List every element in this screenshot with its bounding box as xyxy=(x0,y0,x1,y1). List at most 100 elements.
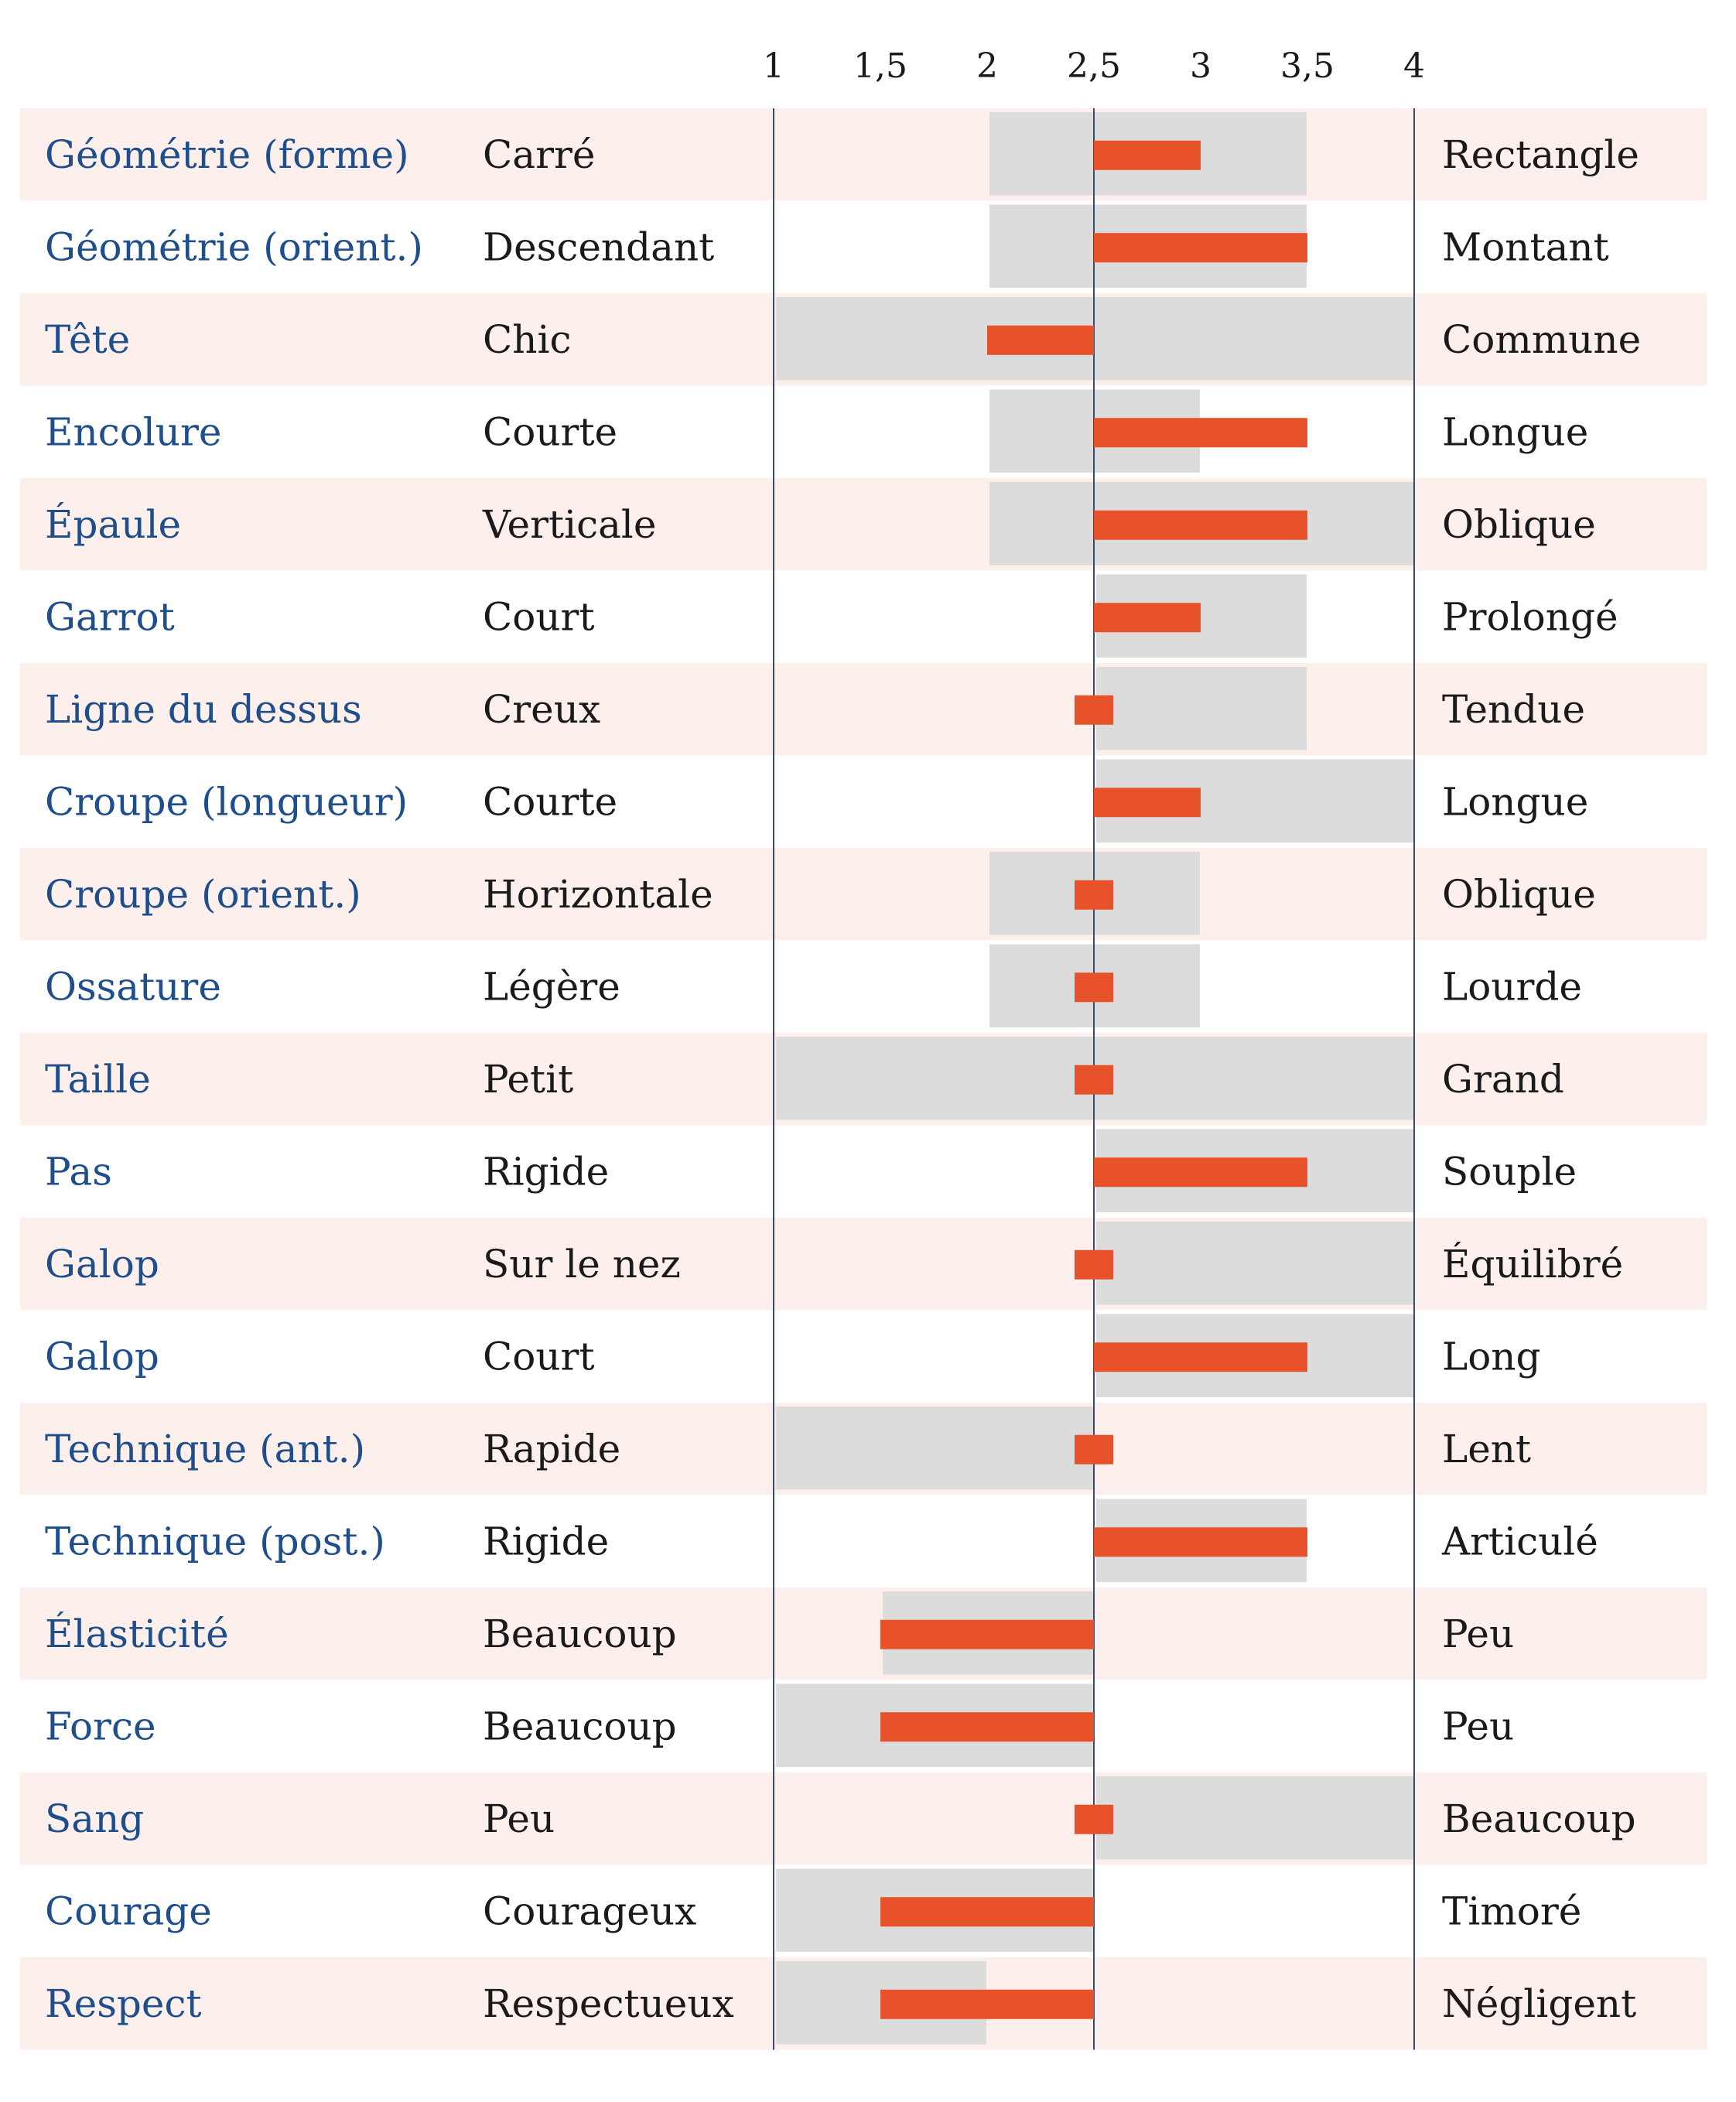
criterion-label: Technique (ant.) xyxy=(45,1427,365,1471)
high-pole-label: Articulé xyxy=(1441,1519,1598,1564)
high-pole-label: Tendue xyxy=(1442,687,1585,732)
criterion-label: Géométrie (forme) xyxy=(45,132,409,177)
low-pole-label: Court xyxy=(483,594,595,639)
value-bar xyxy=(1094,1527,1307,1557)
x-tick-label: 2,5 xyxy=(1067,46,1121,86)
low-pole-label: Rigide xyxy=(483,1519,609,1564)
high-pole-label: Longue xyxy=(1442,779,1588,824)
low-pole-label: Verticale xyxy=(482,502,657,547)
high-pole-label: Rectangle xyxy=(1442,132,1639,177)
value-bar xyxy=(1094,418,1307,448)
low-pole-label: Creux xyxy=(483,687,600,732)
value-bar xyxy=(1094,788,1201,818)
criterion-label: Force xyxy=(45,1704,156,1748)
high-pole-label: Peu xyxy=(1442,1612,1514,1656)
row-shade xyxy=(20,1218,1707,1311)
high-pole-label: Long xyxy=(1442,1334,1541,1379)
high-pole-label: Grand xyxy=(1442,1057,1564,1102)
value-bar-layer xyxy=(880,140,1307,2019)
value-bar xyxy=(1094,1342,1307,1372)
value-bar xyxy=(1075,1434,1113,1465)
low-pole-label: Légère xyxy=(483,964,620,1009)
row-shade xyxy=(20,663,1707,756)
row-shade xyxy=(20,1588,1707,1680)
low-pole-label: Petit xyxy=(483,1057,573,1102)
range-band xyxy=(1096,667,1307,750)
low-pole-label: Carré xyxy=(483,132,595,177)
value-bar xyxy=(987,325,1094,355)
range-band xyxy=(776,1406,1093,1490)
high-pole-label: Lourde xyxy=(1442,964,1582,1009)
high-pole-label: Lent xyxy=(1442,1427,1531,1471)
criterion-label: Pas xyxy=(45,1149,112,1194)
low-pole-label: Courte xyxy=(483,409,617,454)
value-bar xyxy=(880,1712,1094,1742)
high-pole-label: Beaucoup xyxy=(1442,1796,1636,1841)
high-pole-label: Timoré xyxy=(1442,1888,1581,1933)
criterion-label: Sang xyxy=(45,1796,144,1841)
range-band xyxy=(1096,1222,1413,1305)
x-tick-label: 3,5 xyxy=(1280,46,1334,86)
label-layer: 1 1,5 2 2,5 3 3,5 4 Géométrie (forme) Carré Recta… xyxy=(45,46,1641,2026)
criterion-label: Encolure xyxy=(45,409,222,454)
low-pole-label: Court xyxy=(483,1334,595,1379)
x-tick-label: 2 xyxy=(976,46,998,86)
value-bar xyxy=(1075,880,1113,910)
value-bar xyxy=(1094,603,1201,633)
low-pole-label: Descendant xyxy=(483,224,714,269)
value-bar xyxy=(1075,1249,1113,1280)
low-pole-label: Sur le nez xyxy=(483,1242,681,1287)
row-shade xyxy=(20,848,1707,941)
low-pole-label: Beaucoup xyxy=(483,1704,677,1748)
value-bar xyxy=(1075,972,1113,1003)
criterion-label: Élasticité xyxy=(45,1611,229,1656)
low-pole-label: Chic xyxy=(483,317,571,362)
value-bar xyxy=(1075,1804,1113,1834)
high-pole-label: Oblique xyxy=(1442,872,1596,917)
criterion-label: Tête xyxy=(45,317,130,362)
criterion-label: Galop xyxy=(45,1334,159,1379)
value-bar xyxy=(880,1897,1094,1927)
criterion-label: Croupe (longueur) xyxy=(45,779,408,824)
x-tick-label: 1 xyxy=(763,46,784,86)
criterion-label: Taille xyxy=(45,1057,151,1102)
value-bar xyxy=(1075,695,1113,725)
value-bar xyxy=(1094,233,1307,263)
criterion-label: Ligne du dessus xyxy=(45,687,362,732)
criterion-label: Technique (post.) xyxy=(45,1519,385,1564)
high-pole-label: Peu xyxy=(1442,1704,1514,1748)
criterion-label: Courage xyxy=(45,1888,212,1933)
low-pole-label: Horizontale xyxy=(483,872,713,917)
low-pole-label: Courte xyxy=(483,779,617,824)
value-bar xyxy=(880,1619,1094,1649)
value-bar xyxy=(1094,510,1307,540)
criterion-label: Épaule xyxy=(45,501,181,547)
low-pole-label: Rapide xyxy=(483,1427,620,1471)
high-pole-label: Souple xyxy=(1442,1149,1577,1194)
x-tick-label: 1,5 xyxy=(853,46,907,86)
value-bar xyxy=(880,1989,1094,2019)
x-tick-label: 4 xyxy=(1403,46,1425,86)
high-pole-label: Prolongé xyxy=(1442,594,1618,639)
high-pole-label: Équilibré xyxy=(1442,1241,1623,1287)
low-pole-label: Rigide xyxy=(483,1149,609,1194)
high-pole-label: Oblique xyxy=(1442,502,1596,547)
criterion-label: Respect xyxy=(45,1981,202,2026)
high-pole-label: Commune xyxy=(1442,317,1641,362)
high-pole-label: Longue xyxy=(1442,409,1588,454)
value-bar xyxy=(1094,140,1201,170)
criterion-label: Galop xyxy=(45,1242,159,1287)
x-tick-label: 3 xyxy=(1190,46,1211,86)
high-pole-label: Montant xyxy=(1442,224,1609,269)
value-bar xyxy=(1075,1065,1113,1095)
row-shade xyxy=(20,478,1707,571)
criterion-label: Géométrie (orient.) xyxy=(45,224,423,269)
low-pole-label: Courageux xyxy=(483,1888,696,1933)
criterion-label: Ossature xyxy=(45,964,221,1009)
row-shade xyxy=(20,108,1707,201)
low-pole-label: Beaucoup xyxy=(483,1612,677,1656)
low-pole-label: Respectueux xyxy=(483,1981,734,2026)
criterion-label: Croupe (orient.) xyxy=(45,872,361,917)
row-shade xyxy=(20,1772,1707,1865)
